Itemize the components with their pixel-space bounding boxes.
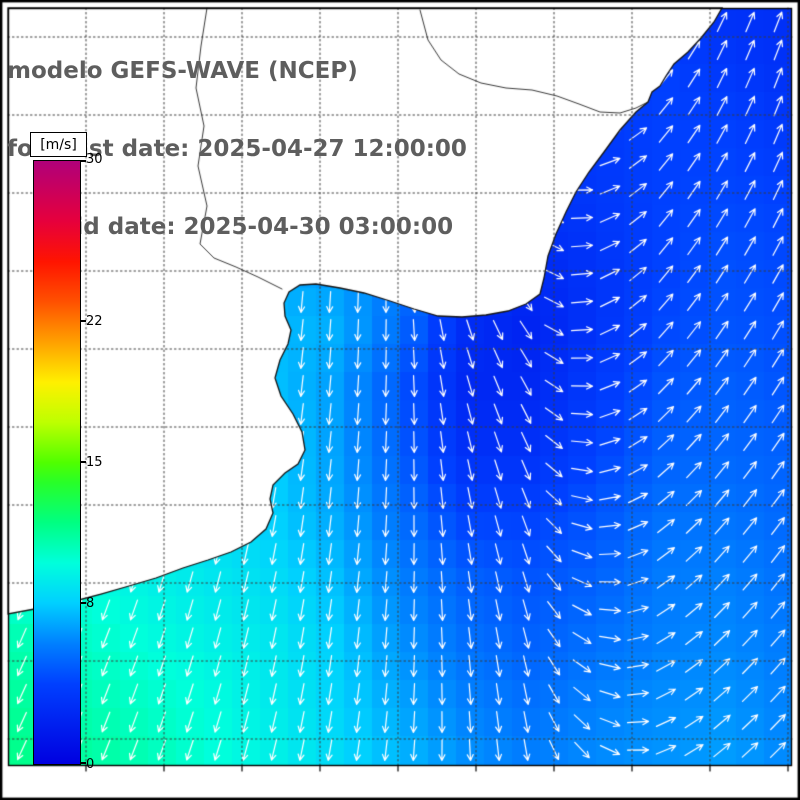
colorbar-tick-15: 15	[86, 455, 103, 470]
colorbar-tickmark	[81, 160, 86, 162]
colorbar	[33, 160, 81, 765]
colorbar-tickmark	[81, 602, 86, 604]
colorbar-tick-8: 8	[86, 596, 95, 611]
colorbar-tick-0: 0	[86, 757, 95, 772]
colorbar-tickmark	[81, 762, 86, 764]
colorbar-tick-22: 22	[86, 314, 103, 329]
colorbar-gradient	[34, 161, 80, 764]
colorbar-unit-label: [m/s]	[30, 132, 87, 157]
colorbar-tickmark	[81, 320, 86, 322]
model-name-label: modelo GEFS-WAVE (NCEP)	[7, 58, 358, 84]
colorbar-tickmark	[81, 461, 86, 463]
colorbar-tick-30: 30	[86, 152, 103, 167]
